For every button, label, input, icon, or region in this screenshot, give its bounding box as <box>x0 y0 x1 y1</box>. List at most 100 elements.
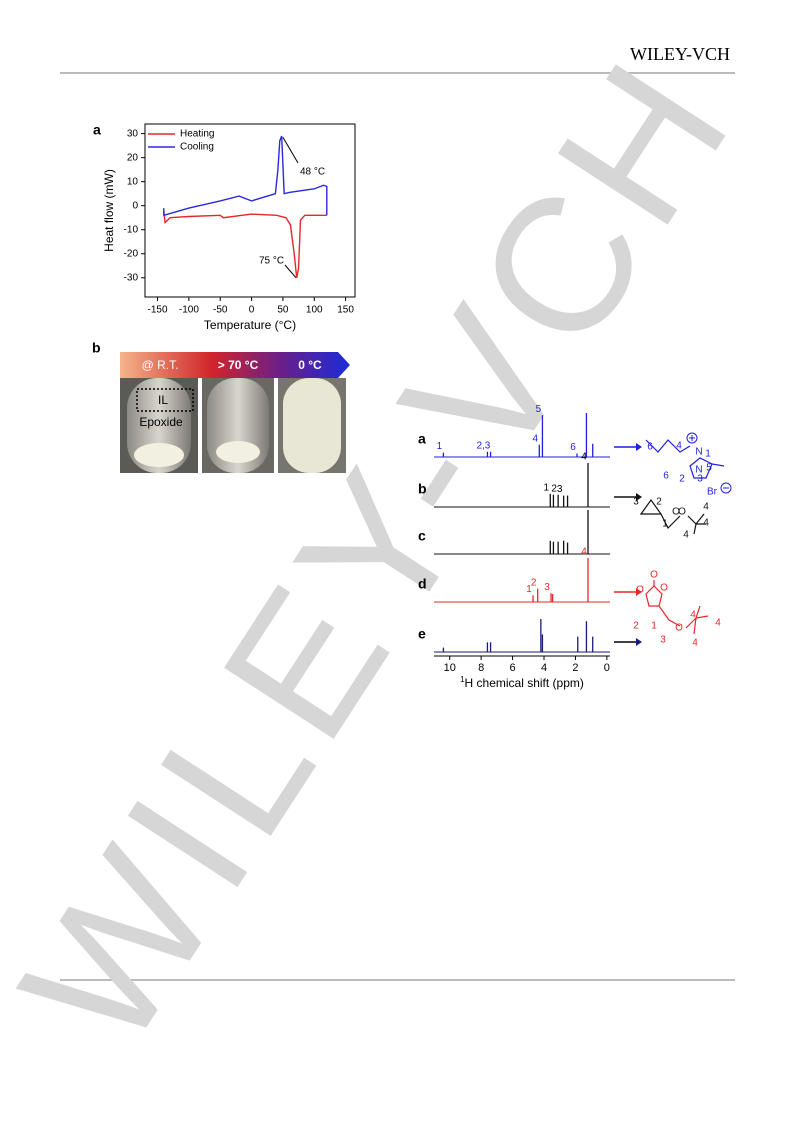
tube <box>283 378 341 473</box>
condition: > 70 °C <box>218 358 259 372</box>
spectrum-label: d <box>418 576 427 592</box>
atom-label: O <box>660 583 668 594</box>
x-tick-label: 100 <box>306 305 323 316</box>
x-tick-label: 4 <box>541 662 547 674</box>
annotation: 48 °C <box>300 167 325 178</box>
atom-label: 4 <box>703 518 709 529</box>
peak-label: 1 <box>526 584 532 595</box>
x-axis-title: Temperature (°C) <box>204 318 296 332</box>
epoxide-label: Epoxide <box>139 415 183 429</box>
y-tick-label: 20 <box>127 152 139 163</box>
bonds <box>639 498 706 535</box>
y-tick-label: -10 <box>124 224 139 235</box>
y-tick-label: 30 <box>127 128 139 139</box>
peak-label: 4 <box>581 452 587 463</box>
peak-label: 1 <box>544 482 550 493</box>
y-axis-title: Heat flow (mW) <box>102 169 116 252</box>
temperature-arrow <box>120 352 350 378</box>
x-tick-label: 0 <box>249 305 255 316</box>
brand: WILEY-VCH <box>630 44 730 64</box>
epoxide-layer <box>134 443 184 467</box>
x-tick-label: 8 <box>478 662 484 674</box>
x-tick-label: -100 <box>179 305 199 316</box>
atom-label: 4 <box>683 530 689 541</box>
atom-label: 2 <box>656 497 662 508</box>
atom-label: 3 <box>697 474 703 485</box>
x-tick-label: 6 <box>510 662 516 674</box>
atom-label: 4 <box>690 610 696 621</box>
atom-label: O <box>672 507 680 518</box>
il-label: IL <box>158 393 168 407</box>
peak-label: 5 <box>536 404 542 415</box>
atom-label: 5 <box>706 463 712 474</box>
title-text: H chemical shift (ppm) <box>465 676 584 690</box>
y-tick-label: 10 <box>127 176 139 187</box>
photo-panel: b @ R.T. > 70 °C 0 °C IL Epoxide <box>92 340 350 473</box>
atom-label: 2 <box>679 474 685 485</box>
atom-label: O <box>636 585 644 596</box>
arrow-head <box>636 443 642 451</box>
dsc-chart: a-150 -100 -50 0 50 100 150-30-20-100102030Tem… <box>93 122 356 332</box>
atom-label: O <box>650 570 658 581</box>
spectrum-label: b <box>418 481 427 497</box>
atom-label: N <box>695 465 702 476</box>
spectrum-label: a <box>418 431 426 447</box>
atom-label: 6 <box>663 471 669 482</box>
atom-label: 1 <box>662 519 668 530</box>
atom-label: O <box>678 507 686 518</box>
arrow-head <box>636 493 642 501</box>
peak-label: 3 <box>544 582 550 593</box>
atom-label: 3 <box>660 635 666 646</box>
peak-label: 2 <box>531 577 537 588</box>
peak-label: 2,3 <box>476 440 490 451</box>
peak-label: 6 <box>570 442 576 453</box>
atom-label: 1 <box>705 449 711 460</box>
atom-label: 4 <box>676 441 682 452</box>
panel-label: a <box>93 122 101 138</box>
atom-label: Br <box>707 487 718 498</box>
atom-label: 6 <box>647 442 653 453</box>
panel-label: b <box>92 340 101 356</box>
arrow-head <box>636 638 642 646</box>
condition: 0 °C <box>298 358 322 372</box>
charge <box>720 482 732 494</box>
x-tick-label: 150 <box>337 305 354 316</box>
charge <box>686 432 698 444</box>
spectrum-label: e <box>418 626 426 642</box>
x-tick-label: 50 <box>277 305 289 316</box>
atom-label: 2 <box>633 621 639 632</box>
peak-label: 4 <box>533 433 539 444</box>
charge-sign <box>689 435 695 441</box>
bonds <box>645 439 725 479</box>
bonds <box>645 580 709 635</box>
peak-label: 3 <box>557 484 563 495</box>
y-tick-label: -20 <box>124 248 139 259</box>
il-box <box>136 388 194 412</box>
x-tick-label: 2 <box>572 662 578 674</box>
annotation: 75 °C <box>259 256 284 267</box>
annotation-arrow <box>282 136 299 164</box>
superscript: 1 <box>460 675 465 684</box>
y-tick-label: -30 <box>124 272 139 283</box>
x-tick-label: -150 <box>148 305 168 316</box>
x-tick-label: 0 <box>604 662 610 674</box>
atom-label: O <box>675 623 683 634</box>
atom-label: 4 <box>715 618 721 629</box>
peak-label: 2 <box>551 483 557 494</box>
legend-label: Cooling <box>180 142 214 153</box>
x-axis-title: 1H chemical shift (ppm) <box>460 675 584 690</box>
atom-label: 4 <box>703 502 709 513</box>
spectrum-label: c <box>418 528 426 544</box>
series-line <box>163 135 328 217</box>
arrow-head <box>636 588 642 596</box>
peak-label: 1 <box>437 441 443 452</box>
legend-label: Heating <box>180 129 214 140</box>
atom-label: N <box>695 447 702 458</box>
annotation-arrow <box>284 264 297 279</box>
epoxide-layer <box>216 441 260 463</box>
atom-label: 4 <box>692 638 698 649</box>
